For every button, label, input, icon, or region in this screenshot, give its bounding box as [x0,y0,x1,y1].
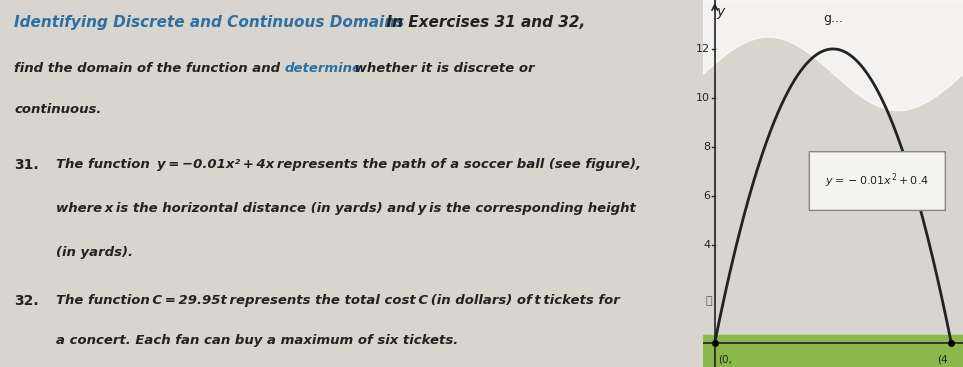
Text: (in yards).: (in yards). [56,246,133,259]
Text: 31.: 31. [14,158,39,172]
Text: 10: 10 [696,93,710,103]
Text: Identifying Discrete and Continuous Domains: Identifying Discrete and Continuous Doma… [14,15,404,30]
Polygon shape [703,335,963,367]
Text: determine: determine [285,62,362,75]
Text: 4: 4 [703,240,710,250]
Text: g...: g... [823,12,843,25]
Text: The function  y = −0.01x² + 4x represents the path of a soccer ball (see figure): The function y = −0.01x² + 4x represents… [56,158,641,171]
Text: 6: 6 [703,191,710,201]
Text: whether it is discrete or: whether it is discrete or [351,62,534,75]
Text: 8: 8 [703,142,710,152]
Text: ⚽: ⚽ [706,296,713,306]
Text: (0,: (0, [717,355,732,365]
FancyBboxPatch shape [809,152,946,210]
Text: (4: (4 [938,355,949,365]
Text: a concert. Each fan can buy a maximum of six tickets.: a concert. Each fan can buy a maximum of… [56,334,458,347]
Text: The function C = 29.95t represents the total cost C (in dollars) of t tickets fo: The function C = 29.95t represents the t… [56,294,620,306]
Text: In Exercises 31 and 32,: In Exercises 31 and 32, [377,15,586,30]
Text: 12: 12 [696,44,710,54]
Text: find the domain of the function and: find the domain of the function and [14,62,285,75]
Text: $y = -0.01x^2 + 0.4$: $y = -0.01x^2 + 0.4$ [825,172,929,190]
Text: continuous.: continuous. [14,103,101,116]
Text: y: y [716,5,725,19]
Text: 32.: 32. [14,294,39,308]
Text: where x is the horizontal distance (in yards) and y is the corresponding height: where x is the horizontal distance (in y… [56,202,637,215]
